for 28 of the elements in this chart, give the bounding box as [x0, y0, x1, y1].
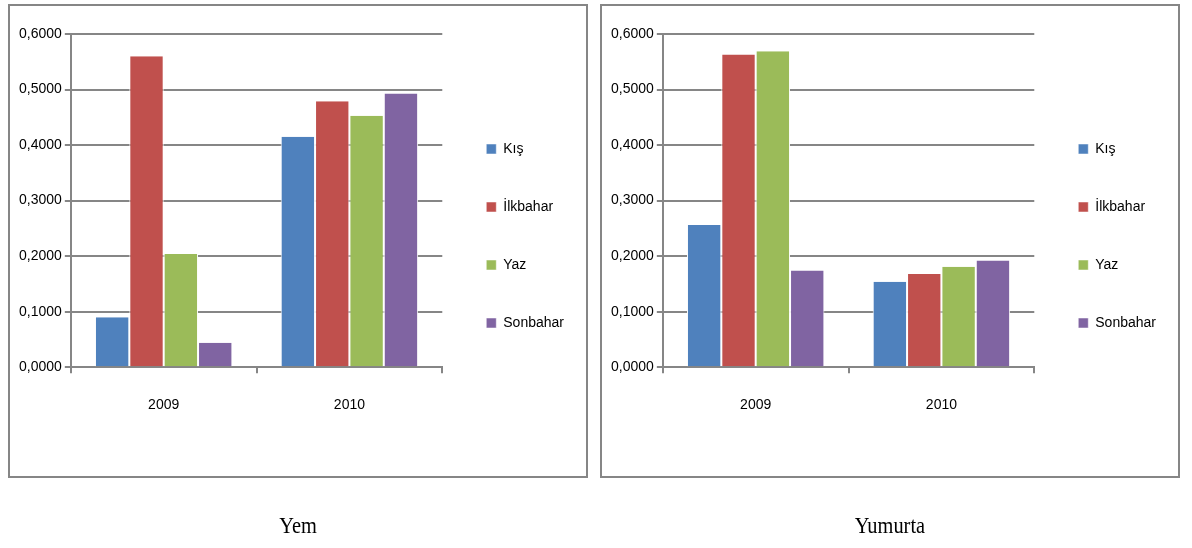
y-tick-label: 0,3000: [610, 191, 655, 208]
y-tick-label: 0,0000: [18, 358, 63, 375]
legend-label: Yaz: [503, 255, 527, 272]
x-tick-label: 2009: [740, 396, 772, 413]
text: Yem: [278, 512, 318, 539]
y-tick-label: 0,3000: [18, 191, 63, 208]
y-tick-label: 0,5000: [610, 80, 655, 97]
y-tick-label: 0,1000: [610, 302, 655, 319]
y-tick-label: 0,2000: [610, 246, 655, 263]
legend-label: Kış: [503, 139, 524, 156]
y-tick-label: 0,6000: [18, 24, 63, 41]
legend-label: İlkbahar: [1095, 196, 1146, 214]
x-tick-label: 2009: [148, 396, 180, 413]
y-tick-label: 0,1000: [18, 302, 63, 319]
x-tick-label: 2010: [333, 396, 366, 413]
y-tick-label: 0,6000: [610, 24, 655, 41]
y-tick-label: 0,0000: [610, 358, 655, 375]
y-tick-label: 0,4000: [610, 135, 655, 152]
legend-label: Kış: [1095, 139, 1116, 156]
y-tick-label: 0,4000: [18, 135, 63, 152]
y-tick-label: 0,2000: [18, 246, 63, 263]
legend-label: İlkbahar: [503, 196, 554, 214]
text: Yumurta: [853, 512, 927, 539]
y-tick-label: 0,5000: [18, 80, 63, 97]
legend-label: Sonbahar: [1095, 313, 1157, 330]
legend-label: Sonbahar: [503, 313, 565, 330]
legend-label: Yaz: [1095, 255, 1119, 272]
x-tick-label: 2010: [925, 396, 958, 413]
